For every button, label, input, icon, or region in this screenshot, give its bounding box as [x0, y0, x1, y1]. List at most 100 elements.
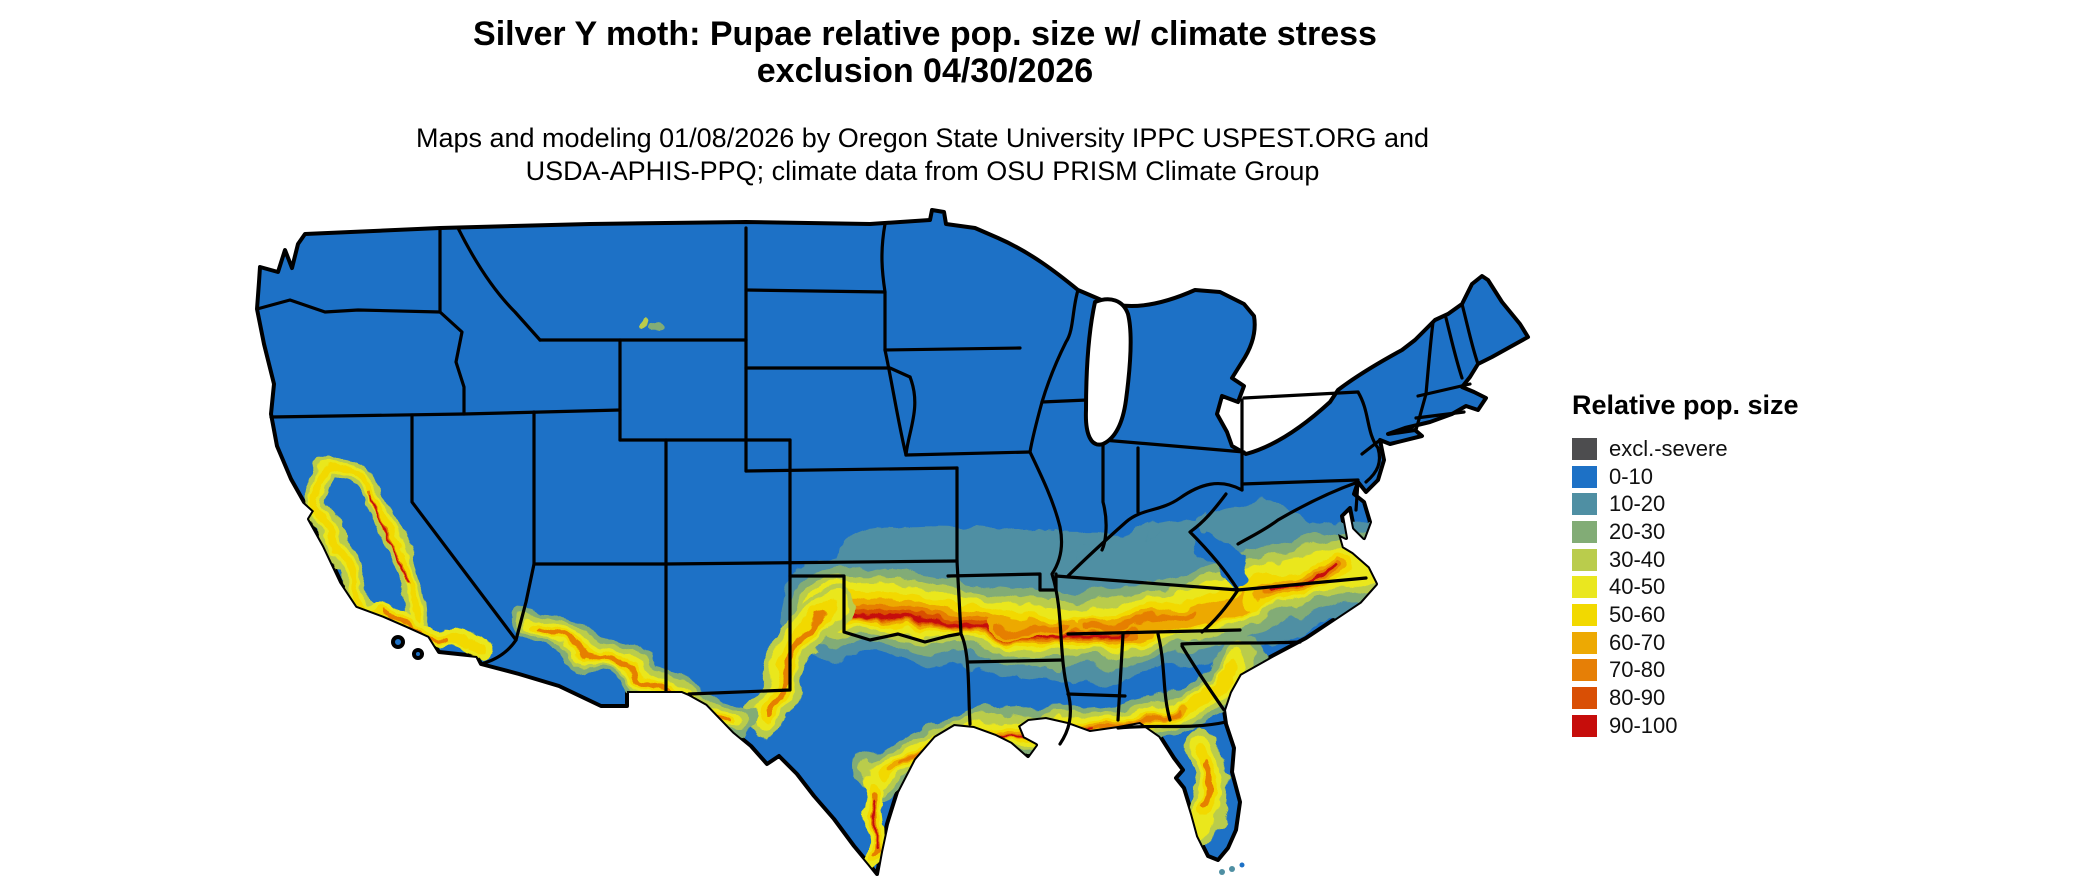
legend-label: excl.-severe	[1609, 435, 1728, 461]
legend-label: 40-50	[1609, 574, 1666, 600]
page-title: Silver Y moth: Pupae relative pop. size …	[0, 16, 1850, 90]
heat-caprock-redorange	[763, 612, 829, 718]
legend-row: 0-10	[1572, 463, 1832, 491]
state-borders	[255, 222, 1480, 746]
legend-swatch	[1572, 576, 1597, 599]
legend-label: 0-10	[1609, 463, 1654, 489]
islands	[391, 635, 1245, 875]
legend-row: 30-40	[1572, 546, 1832, 574]
channel-island-2	[412, 648, 424, 660]
border-ok-tx-redriver	[788, 574, 961, 644]
heat-virginia-red	[1274, 565, 1336, 594]
title-line-2: exclusion 04/30/2026	[756, 52, 1094, 90]
border-ne-ks	[744, 466, 959, 473]
border-al-ga	[1156, 632, 1172, 722]
legend-label: 90-100	[1609, 712, 1678, 738]
legend-swatch	[1572, 520, 1597, 543]
legend-label: 50-60	[1609, 601, 1666, 627]
legend-label: 60-70	[1609, 629, 1666, 655]
heat-socal-redorange	[384, 614, 450, 638]
legend-swatch	[1572, 659, 1597, 682]
border-lat37	[532, 559, 959, 566]
legend-row: 40-50	[1572, 573, 1832, 601]
border-id-mt	[456, 226, 542, 342]
border-pa-nj-delaware	[1356, 390, 1382, 484]
legend-swatch	[1572, 631, 1597, 654]
border-vt-nh	[1444, 316, 1464, 380]
heat-stexas-red	[871, 796, 881, 854]
legend-label: 10-20	[1609, 491, 1666, 517]
border-nv-ut-az	[514, 410, 536, 642]
legend-row: 10-20	[1572, 490, 1832, 518]
legend-row: 20-30	[1572, 518, 1832, 546]
subtitle-line-1: Maps and modeling 01/08/2026 by Oregon S…	[415, 123, 1430, 153]
legend-label: 80-90	[1609, 685, 1666, 711]
border-il-in	[1100, 442, 1108, 552]
border-ny-ct	[1414, 392, 1428, 432]
border-de-md	[1354, 480, 1360, 512]
border-nm-tx	[687, 562, 792, 696]
heat-florida-redorange	[1202, 756, 1216, 814]
channel-island-1	[391, 635, 405, 649]
legend-row: 50-60	[1572, 601, 1832, 629]
legend-swatch	[1572, 465, 1597, 488]
attribution-subtitle: Maps and modeling 01/08/2026 by Oregon S…	[0, 122, 1845, 188]
subtitle-line-2: USDA-APHIS-PPQ; climate data from OSU PR…	[525, 156, 1320, 186]
border-ga-fl	[1116, 720, 1228, 730]
border-mississippi-river	[1028, 288, 1080, 746]
border-nd-sd	[744, 288, 887, 294]
border-ia-ne	[883, 348, 908, 457]
border-mi-in-oh	[1101, 438, 1246, 454]
border-tn-south	[1066, 628, 1242, 636]
border-ny-nj	[1360, 438, 1382, 456]
heat-speck-indiana	[1144, 526, 1160, 542]
legend-swatch	[1572, 437, 1597, 460]
legend-swatch	[1572, 603, 1597, 626]
border-ne-mo-river	[904, 375, 917, 457]
border-ky-va-wv	[1188, 492, 1240, 592]
border-ky-tn	[1054, 574, 1240, 592]
border-nc-sc	[1180, 640, 1302, 646]
florida-key-2	[1229, 866, 1235, 872]
legend-row: 80-90	[1572, 684, 1832, 712]
border-mn-dakotas	[880, 222, 887, 352]
title-line-1: Silver Y moth: Pupae relative pop. size …	[473, 15, 1377, 53]
lake-michigan	[1083, 297, 1133, 447]
us-map-figure	[230, 172, 1540, 888]
border-ar-la	[966, 658, 1064, 664]
border-or-id	[438, 310, 466, 416]
florida-key-3	[1239, 862, 1245, 868]
border-nh-me	[1460, 302, 1480, 366]
border-ohio-river	[1066, 482, 1244, 578]
legend-row: 90-100	[1572, 712, 1832, 740]
florida-key-1	[1219, 869, 1225, 875]
legend-label: 70-80	[1609, 657, 1666, 683]
legend-row: 70-80	[1572, 657, 1832, 685]
border-ny-pa	[1242, 390, 1360, 400]
great-lakes	[1083, 297, 1133, 447]
border-wi-il	[1040, 398, 1089, 404]
border-tn-nc	[1200, 588, 1240, 634]
legend-row: 60-70	[1572, 629, 1832, 657]
border-va-nc	[1236, 576, 1368, 592]
legend-row: excl.-severe	[1572, 435, 1832, 463]
border-ms-al	[1116, 632, 1125, 722]
legend-items: excl.-severe 0-10 10-20 20-30 30-40 40-50 50-6…	[1572, 435, 1832, 740]
border-wa-or	[255, 298, 442, 314]
border-ga-sc	[1180, 644, 1226, 712]
border-mo-ar-bootheel	[946, 572, 1058, 592]
legend-label: 20-30	[1609, 518, 1666, 544]
legend-swatch	[1572, 548, 1597, 571]
border-ok-ar-la-tx	[955, 559, 972, 726]
border-mn-ia	[883, 346, 1022, 352]
cool-appalachian-wedge	[1192, 522, 1252, 585]
border-pa-md	[1240, 478, 1360, 486]
border-la-ms	[1066, 692, 1127, 698]
heat-tennessee-redorange	[1079, 610, 1195, 628]
border-lat42	[269, 408, 622, 419]
border-potomac-wv	[1236, 480, 1360, 546]
heat-sierra-red	[371, 495, 409, 585]
heat-speck-washington-yellow	[645, 315, 655, 325]
legend-swatch	[1572, 493, 1597, 516]
